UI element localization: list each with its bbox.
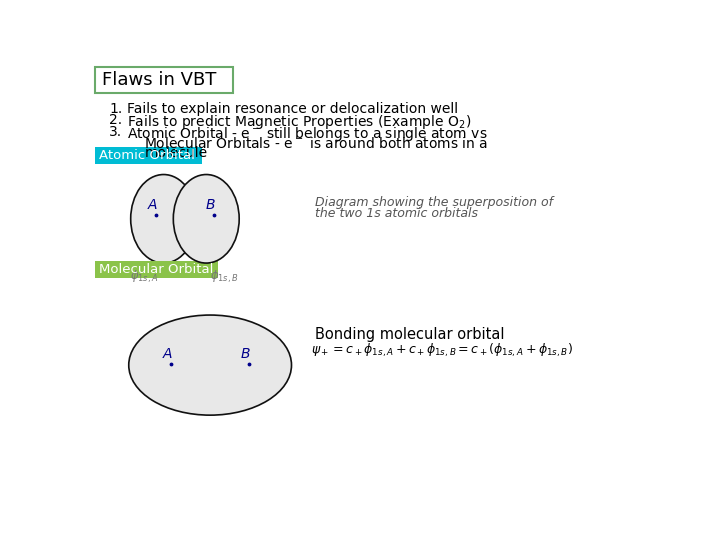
Text: Bonding molecular orbital: Bonding molecular orbital xyxy=(315,327,504,342)
Text: B: B xyxy=(240,347,250,361)
Text: Atomic Orbital: Atomic Orbital xyxy=(99,149,195,162)
Text: Fails to explain resonance or delocalization well: Fails to explain resonance or delocaliza… xyxy=(127,102,459,116)
Text: $\phi_{1s,B}$: $\phi_{1s,B}$ xyxy=(210,269,239,286)
Text: Diagram showing the superposition of: Diagram showing the superposition of xyxy=(315,195,553,208)
Text: molecule: molecule xyxy=(144,146,207,160)
Text: 2.: 2. xyxy=(109,113,122,127)
FancyBboxPatch shape xyxy=(94,261,218,278)
Text: Atomic Orbital - e$^-$ still belongs to a single atom vs: Atomic Orbital - e$^-$ still belongs to … xyxy=(127,125,487,143)
Text: 1.: 1. xyxy=(109,102,122,116)
Text: Fails to predict Magnetic Properties (Example O$_2$): Fails to predict Magnetic Properties (Ex… xyxy=(127,113,472,131)
Ellipse shape xyxy=(174,174,239,263)
Ellipse shape xyxy=(129,315,292,415)
Text: 3.: 3. xyxy=(109,125,122,139)
Text: Molecular Orbitals - e$^-$ is around both atoms in a: Molecular Orbitals - e$^-$ is around bot… xyxy=(144,136,488,151)
FancyBboxPatch shape xyxy=(94,67,233,93)
Text: A: A xyxy=(148,198,157,212)
FancyBboxPatch shape xyxy=(94,147,202,164)
Text: Flaws in VBT: Flaws in VBT xyxy=(102,71,216,89)
Text: the two 1s atomic orbitals: the two 1s atomic orbitals xyxy=(315,207,478,220)
Text: A: A xyxy=(163,347,172,361)
Text: $\psi_+ = c_+\phi_{1s,A} + c_+\phi_{1s,B} = c_+(\phi_{1s,A} + \phi_{1s,B})$: $\psi_+ = c_+\phi_{1s,A} + c_+\phi_{1s,B… xyxy=(311,342,573,359)
Text: B: B xyxy=(205,198,215,212)
Text: Molecular Orbital: Molecular Orbital xyxy=(99,263,214,276)
Text: $\phi_{1s,A}$: $\phi_{1s,A}$ xyxy=(130,269,159,286)
Ellipse shape xyxy=(131,174,197,263)
